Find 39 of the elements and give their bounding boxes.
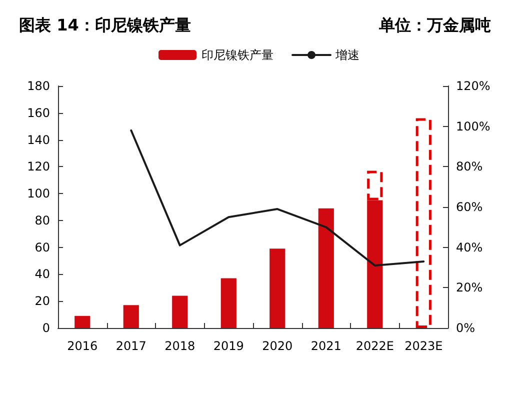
y2-tick-label: 100% (456, 119, 490, 134)
x-tick-label: 2018 (164, 339, 196, 353)
y2-tick-label: 20% (456, 280, 483, 295)
y-tick-label: 0 (42, 321, 50, 335)
chart-subtitle: 单位：万金属吨 (378, 16, 491, 34)
y2-tick-label: 80% (456, 160, 483, 174)
x-tick-label: 2023E (404, 339, 443, 353)
y-tick-label: 100 (27, 186, 50, 201)
y-tick-label: 80 (34, 213, 50, 228)
x-tick-label: 2020 (262, 339, 293, 353)
bar (123, 305, 139, 328)
bar (416, 118, 432, 328)
x-tick-label: 2021 (310, 339, 342, 353)
bar (172, 296, 188, 328)
y-tick-label: 180 (27, 79, 50, 93)
y2-tick-label: 0% (456, 321, 476, 335)
x-tick-label: 2017 (116, 339, 146, 353)
bar (220, 278, 236, 328)
bar (367, 170, 383, 200)
chart-title: 图表 14：印尼镍铁产量 (19, 16, 191, 34)
y-tick-label: 120 (27, 160, 50, 174)
y2-tick-label: 60% (456, 200, 483, 214)
x-tick-label: 2022E (356, 339, 394, 353)
legend-label: 印尼镍铁产量 (202, 48, 274, 62)
x-tick-label: 2016 (67, 339, 98, 353)
y2-tick-label: 40% (456, 240, 483, 254)
x-tick-label: 2019 (213, 339, 244, 353)
y2-tick-label: 120% (456, 79, 490, 93)
bar (367, 200, 383, 328)
bar (270, 248, 286, 328)
line-series (130, 129, 425, 266)
y-tick-label: 40 (34, 267, 50, 282)
y-tick-label: 160 (27, 106, 50, 120)
y-tick-label: 140 (27, 132, 50, 147)
bar (74, 316, 90, 328)
legend-label: 增速 (334, 48, 360, 62)
y-tick-label: 20 (34, 294, 50, 308)
bar (318, 208, 334, 328)
y-tick-label: 60 (34, 240, 50, 254)
